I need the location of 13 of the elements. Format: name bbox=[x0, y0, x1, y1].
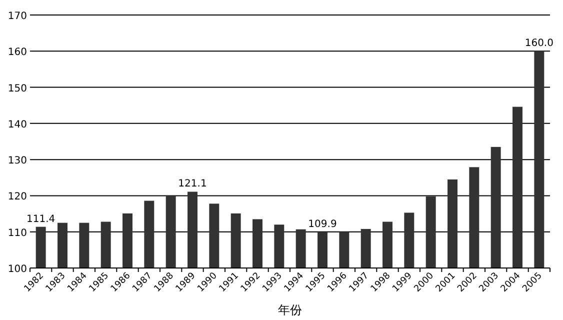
y-tick-label: 100 bbox=[8, 264, 27, 275]
data-label: 121.1 bbox=[178, 178, 207, 190]
y-tick-label: 150 bbox=[8, 83, 27, 94]
data-label: 109.9 bbox=[308, 219, 337, 230]
y-tick-label: 110 bbox=[8, 228, 27, 239]
y-tick-label: 160 bbox=[8, 47, 27, 58]
data-label: 111.4 bbox=[26, 214, 56, 225]
data-label: 160.0 bbox=[524, 38, 554, 50]
y-tick-label: 170 bbox=[8, 11, 27, 22]
y-tick-label: 140 bbox=[8, 119, 27, 130]
y-tick-label: 120 bbox=[8, 192, 27, 203]
x-axis-title: 年份 bbox=[278, 303, 302, 317]
y-tick-label: 130 bbox=[8, 156, 27, 167]
